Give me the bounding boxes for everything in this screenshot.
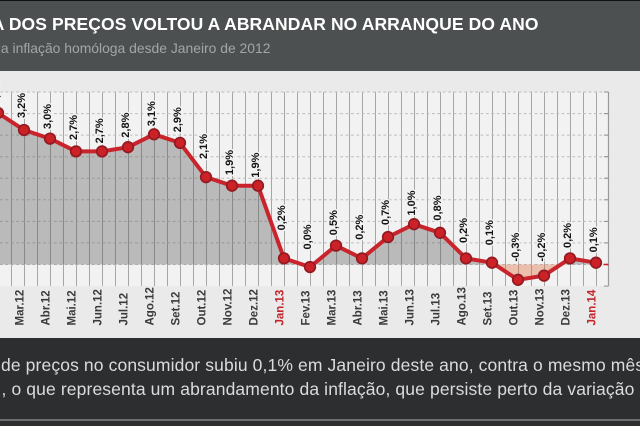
svg-text:3,6%: 3,6%: [0, 79, 2, 104]
svg-text:2,7%: 2,7%: [68, 115, 80, 140]
svg-text:0,0%: 0,0%: [302, 224, 314, 249]
svg-text:3,0%: 3,0%: [42, 104, 54, 129]
svg-text:Jul.13: Jul.13: [431, 293, 443, 326]
svg-text:Ago.12: Ago.12: [145, 287, 157, 325]
svg-text:Jan.14: Jan.14: [587, 289, 599, 325]
svg-text:Mai.12: Mai.12: [67, 290, 79, 325]
svg-text:3,1%: 3,1%: [146, 101, 158, 126]
svg-text:0,2%: 0,2%: [354, 215, 366, 240]
svg-text:0,2%: 0,2%: [276, 205, 288, 230]
svg-text:Set.12: Set.12: [171, 292, 183, 326]
svg-text:Ago.13: Ago.13: [457, 287, 469, 325]
svg-text:Jul.12: Jul.12: [119, 293, 131, 326]
svg-text:0,5%: 0,5%: [328, 210, 340, 235]
svg-text:2,1%: 2,1%: [198, 134, 210, 159]
svg-text:Fev.13: Fev.13: [301, 291, 313, 326]
svg-text:Nov.12: Nov.12: [223, 289, 235, 326]
svg-text:1,0%: 1,0%: [406, 190, 418, 215]
svg-text:-0,3%: -0,3%: [510, 233, 522, 262]
svg-text:Mar.13: Mar.13: [327, 290, 339, 326]
svg-text:-0,2%: -0,2%: [536, 233, 548, 262]
svg-text:0,1%: 0,1%: [588, 227, 600, 252]
svg-text:Abr.13: Abr.13: [353, 290, 365, 325]
svg-text:2,9%: 2,9%: [172, 107, 184, 132]
svg-text:Fev.12: Fev.12: [0, 291, 1, 326]
svg-text:2,7%: 2,7%: [94, 118, 106, 143]
svg-text:0,7%: 0,7%: [380, 200, 392, 225]
svg-text:Out.13: Out.13: [509, 290, 521, 326]
svg-text:Nov.13: Nov.13: [535, 289, 547, 326]
svg-text:Jan.13: Jan.13: [275, 290, 287, 326]
svg-text:1,9%: 1,9%: [224, 150, 236, 175]
svg-text:Dez.13: Dez.13: [561, 289, 573, 325]
svg-text:Mai.13: Mai.13: [379, 290, 391, 325]
svg-text:Mar.12: Mar.12: [15, 290, 27, 326]
svg-text:2,8%: 2,8%: [120, 112, 132, 137]
svg-text:3,2%: 3,2%: [16, 93, 28, 118]
svg-text:Dez.12: Dez.12: [249, 289, 261, 325]
svg-text:0,2%: 0,2%: [562, 223, 574, 248]
svg-text:Jun.12: Jun.12: [93, 289, 105, 325]
svg-text:1,9%: 1,9%: [250, 152, 262, 177]
svg-text:Out.12: Out.12: [197, 290, 209, 326]
svg-text:0,8%: 0,8%: [432, 195, 444, 220]
svg-text:Set.13: Set.13: [483, 292, 495, 326]
svg-text:Jun.13: Jun.13: [405, 289, 417, 325]
svg-text:Abr.12: Abr.12: [41, 290, 53, 325]
svg-text:0,2%: 0,2%: [458, 218, 470, 243]
svg-text:0,1%: 0,1%: [484, 220, 496, 245]
